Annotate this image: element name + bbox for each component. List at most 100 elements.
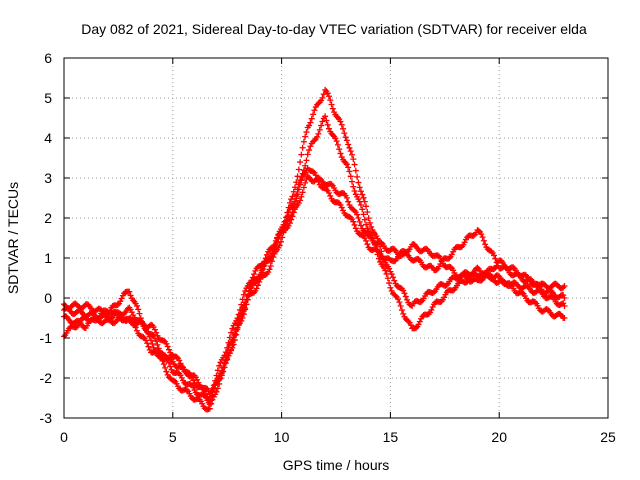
- data-point: [354, 211, 361, 218]
- data-point: [240, 307, 247, 314]
- data-point: [561, 283, 568, 289]
- data-point: [433, 266, 440, 273]
- data-point: [324, 121, 331, 128]
- data-point: [352, 225, 359, 232]
- data-point: [307, 143, 314, 150]
- data-point: [346, 168, 353, 175]
- chart-title: Day 082 of 2021, Sidereal Day-to-day VTE…: [81, 21, 587, 37]
- data-point: [260, 263, 267, 270]
- data-point: [210, 384, 217, 391]
- data-point: [345, 141, 352, 148]
- data-point: [356, 184, 363, 191]
- data-point: [118, 295, 125, 302]
- data-point: [222, 360, 229, 367]
- data-point: [391, 277, 398, 284]
- data-point: [342, 134, 349, 141]
- data-point: [318, 122, 325, 129]
- data-point: [418, 298, 425, 305]
- data-point: [253, 285, 260, 292]
- data-point: [295, 200, 302, 207]
- data-point: [233, 331, 240, 338]
- data-point: [136, 310, 143, 317]
- data-point: [299, 144, 306, 151]
- data-point: [302, 179, 309, 186]
- data-point: [145, 343, 152, 350]
- data-point: [271, 241, 278, 248]
- data-point: [364, 225, 371, 232]
- data-point: [238, 313, 245, 320]
- data-point: [359, 191, 366, 198]
- data-point: [231, 336, 238, 343]
- data-point: [318, 97, 325, 104]
- data-point: [247, 287, 254, 294]
- data-point: [360, 211, 367, 218]
- data-point: [239, 296, 246, 303]
- data-point: [206, 397, 213, 404]
- data-point: [306, 122, 313, 129]
- data-point: [300, 184, 307, 191]
- data-point: [383, 270, 390, 277]
- data-point: [171, 377, 178, 384]
- data-point: [356, 218, 363, 225]
- data-point: [263, 251, 270, 258]
- data-point: [311, 137, 318, 144]
- data-point: [311, 107, 318, 114]
- data-point: [561, 295, 568, 301]
- data-point: [402, 293, 409, 300]
- data-point: [388, 271, 395, 278]
- data-point: [285, 222, 292, 229]
- data-point: [475, 227, 482, 234]
- data-point: [368, 223, 375, 230]
- data-point: [149, 340, 156, 347]
- data-point: [429, 304, 436, 311]
- data-point: [289, 193, 296, 200]
- data-point: [392, 292, 399, 299]
- data-point: [325, 125, 332, 132]
- data-point: [560, 292, 567, 299]
- data-point: [349, 178, 355, 185]
- data-point: [386, 265, 393, 272]
- data-point: [303, 157, 310, 164]
- data-point: [441, 294, 448, 301]
- data-point: [345, 198, 352, 205]
- y-tick-label: 4: [44, 130, 52, 146]
- data-point: [310, 111, 317, 118]
- data-point: [474, 264, 481, 271]
- data-point: [306, 147, 313, 154]
- data-point: [298, 177, 305, 184]
- data-point: [384, 275, 391, 282]
- data-point: [167, 363, 174, 370]
- data-point: [325, 93, 332, 100]
- data-point: [327, 192, 334, 199]
- data-point: [267, 253, 274, 260]
- data-point: [524, 282, 531, 289]
- data-point: [176, 357, 183, 364]
- data-point: [306, 167, 313, 174]
- data-point: [561, 315, 568, 321]
- data-point: [292, 198, 299, 205]
- data-point: [328, 101, 335, 108]
- data-point: [133, 327, 140, 334]
- data-point: [482, 272, 489, 279]
- data-point: [407, 322, 414, 329]
- data-point: [242, 305, 249, 312]
- data-point: [240, 291, 247, 298]
- data-point: [386, 280, 393, 287]
- data-point: [162, 364, 169, 371]
- y-tick-label: 2: [44, 210, 52, 226]
- data-point: [334, 141, 341, 148]
- series-track-a: [61, 86, 568, 408]
- data-point: [154, 348, 161, 355]
- data-point: [355, 214, 362, 221]
- y-tick-label: 0: [44, 290, 52, 306]
- data-point: [245, 291, 252, 298]
- data-point: [189, 374, 195, 381]
- data-point: [284, 213, 291, 220]
- data-point: [350, 218, 357, 225]
- data-point: [366, 219, 373, 226]
- data-point: [298, 151, 305, 158]
- data-point: [146, 333, 153, 340]
- data-point: [201, 388, 208, 395]
- data-point: [322, 113, 329, 120]
- data-point: [226, 334, 233, 341]
